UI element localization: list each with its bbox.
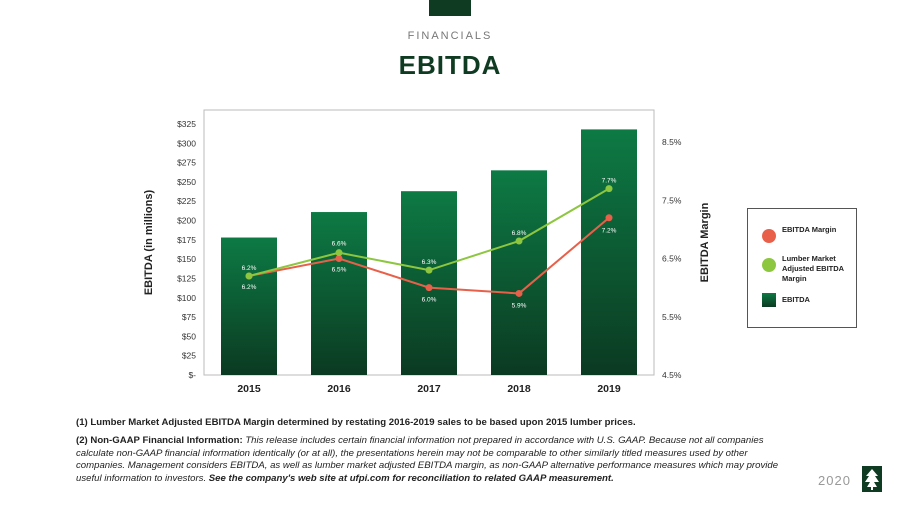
footnotes: (1) Lumber Market Adjusted EBITDA Margin… [76,417,796,491]
y-tick-label: $- [188,370,196,380]
bar-2017 [401,191,457,375]
data-label: 5.9% [512,302,527,309]
line-point [335,249,343,257]
line-point [425,266,433,274]
footnote-2-link: See the company's web site at ufpi.com f… [208,473,614,485]
y-tick-label: $100 [177,293,196,303]
line-point [245,272,253,280]
data-label: 6.8% [512,230,527,237]
legend-swatch-circle-icon [762,229,776,243]
line-point [515,237,523,245]
y-tick-label: $50 [182,331,196,341]
x-tick-label: 2016 [327,383,351,395]
data-label: 6.2% [242,284,257,291]
y2-tick-label: 5.5% [662,312,682,322]
legend-swatch-circle-icon [762,258,776,272]
y-tick-label: $125 [177,273,196,283]
y2-tick-label: 7.5% [662,195,682,205]
line-point [335,255,343,262]
y-tick-label: $300 [177,138,196,148]
y2-tick-label: 6.5% [662,254,682,264]
bar-2018 [491,170,547,375]
y-tick-label: $325 [177,119,196,129]
data-label: 6.3% [422,259,437,266]
y-tick-label: $225 [177,196,196,206]
line-point [605,185,613,193]
legend-label: Lumber Market Adjusted EBITDA Margin [782,254,844,283]
data-label: 6.5% [332,267,347,274]
y-tick-label: $250 [177,177,196,187]
legend-label: EBITDA Margin [782,225,837,234]
y-tick-label: $275 [177,158,196,168]
legend-swatch-square-icon [762,293,776,307]
line-point [605,214,613,222]
x-tick-label: 2015 [237,383,261,395]
y2-tick-label: 4.5% [662,370,682,380]
legend-label: EBITDA [782,295,810,304]
chart-legend: EBITDA Margin Lumber Market Adjusted EBI… [747,208,857,328]
bar-2019 [581,129,637,375]
y2-tick-label: 8.5% [662,137,682,147]
tree-logo-icon [862,466,882,492]
line-point [515,289,523,297]
data-label: 6.0% [422,297,437,304]
y-axis-title: EBITDA (in millions) [143,190,155,296]
data-label: 7.7% [602,178,617,185]
page-title: EBITDA [398,50,502,80]
y-tick-label: $75 [182,312,196,322]
bar-2016 [311,212,367,375]
data-label: 7.2% [602,228,617,235]
bar-2015 [221,237,277,375]
section-label: FINANCIALS [407,30,493,42]
y-tick-label: $25 [182,351,196,361]
x-tick-label: 2019 [597,383,621,395]
line-point [425,284,433,292]
footnote-2: (2) Non-GAAP Financial Information: This… [76,435,796,486]
header-accent-bar [429,0,471,16]
footnote-1: (1) Lumber Market Adjusted EBITDA Margin… [76,417,636,428]
x-tick-label: 2018 [507,383,531,395]
footnote-2-body: This release includes certain financial … [76,434,779,485]
y2-axis-title: EBITDA Margin [699,202,711,282]
y-tick-label: $200 [177,216,196,226]
footnote-2-heading: (2) Non-GAAP Financial Information: [76,434,243,446]
x-tick-label: 2017 [417,383,441,395]
footer-year: 2020 [818,473,851,488]
data-label: 6.2% [242,265,257,272]
y-tick-label: $175 [177,235,196,245]
y-tick-label: $150 [177,254,196,264]
data-label: 6.6% [332,241,347,248]
